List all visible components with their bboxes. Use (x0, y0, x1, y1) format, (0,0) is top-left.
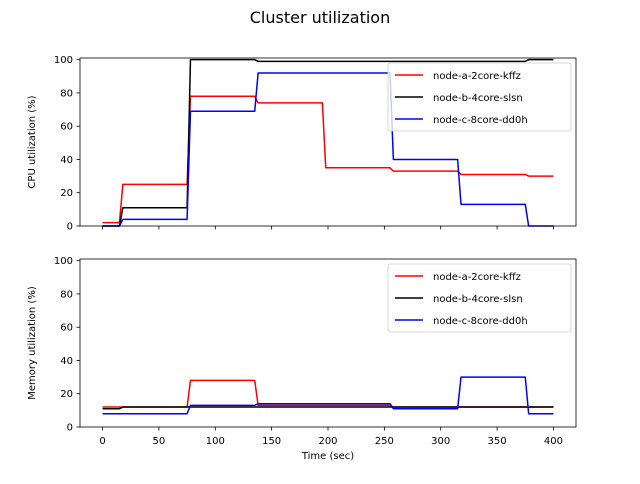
memory-xtick-label: 150 (262, 436, 281, 447)
memory-xtick-label: 300 (431, 436, 450, 447)
cpu-plot: 0 20 40 60 80 100 CPU utilization (%) node-a-2c… (27, 55, 577, 233)
cpu-series-line-2 (102, 58, 554, 227)
memory-ytick-label: 100 (54, 256, 73, 267)
cpu-legend: node-a-2core-kffz node-b-4core-slsn node-c… (387, 62, 572, 132)
memory-ytick-label: 40 (60, 356, 73, 367)
memory-ytick-label: 20 (60, 389, 73, 400)
memory-ytick-label: 60 (60, 323, 73, 334)
memory-legend-label-3: node-c-8core-dd0h (433, 316, 528, 327)
memory-legend-label-2: node-b-4core-slsn (433, 294, 523, 305)
cpu-ytick-label: 0 (67, 222, 73, 233)
memory-xtick-label: 0 (99, 436, 105, 447)
memory-xtick-label: 250 (375, 436, 394, 447)
memory-xlabel: Time (sec) (301, 451, 354, 462)
cpu-ytick-label: 60 (60, 122, 73, 133)
memory-xtick-label: 100 (206, 436, 225, 447)
memory-legend: node-a-2core-kffz node-b-4core-slsn node-c… (387, 263, 572, 333)
memory-series-line-2 (102, 406, 554, 410)
cpu-ylabel: CPU utilization (%) (27, 95, 38, 188)
cpu-ytick-label: 40 (60, 155, 73, 166)
cpu-legend-label-1: node-a-2core-kffz (433, 71, 521, 82)
cpu-legend-label-3: node-c-8core-dd0h (433, 115, 528, 126)
memory-xtick-label: 50 (153, 436, 166, 447)
memory-plot: 0 50 100 150 200 250 300 350 400 0 20 40 60 80 100 Memo… (27, 256, 577, 462)
memory-xtick-label: 200 (318, 436, 337, 447)
cpu-series-line-1 (102, 95, 554, 224)
figure-title: Cluster utilization (250, 8, 390, 27)
memory-ylabel: Memory utilization (%) (27, 286, 38, 400)
memory-legend-box (387, 263, 572, 333)
memory-ytick-label: 80 (60, 289, 73, 300)
cpu-ytick-label: 100 (54, 55, 73, 66)
cpu-legend-label-2: node-b-4core-slsn (433, 93, 523, 104)
memory-xtick-label: 350 (488, 436, 507, 447)
memory-ytick-label: 0 (67, 423, 73, 434)
memory-series-line-3 (102, 376, 554, 415)
cpu-legend-box (387, 62, 572, 132)
cpu-ytick-label: 20 (60, 188, 73, 199)
cpu-ytick-label: 80 (60, 88, 73, 99)
memory-legend-label-1: node-a-2core-kffz (433, 272, 521, 283)
cpu-series-line-3 (102, 72, 554, 227)
memory-xtick-label: 400 (544, 436, 563, 447)
